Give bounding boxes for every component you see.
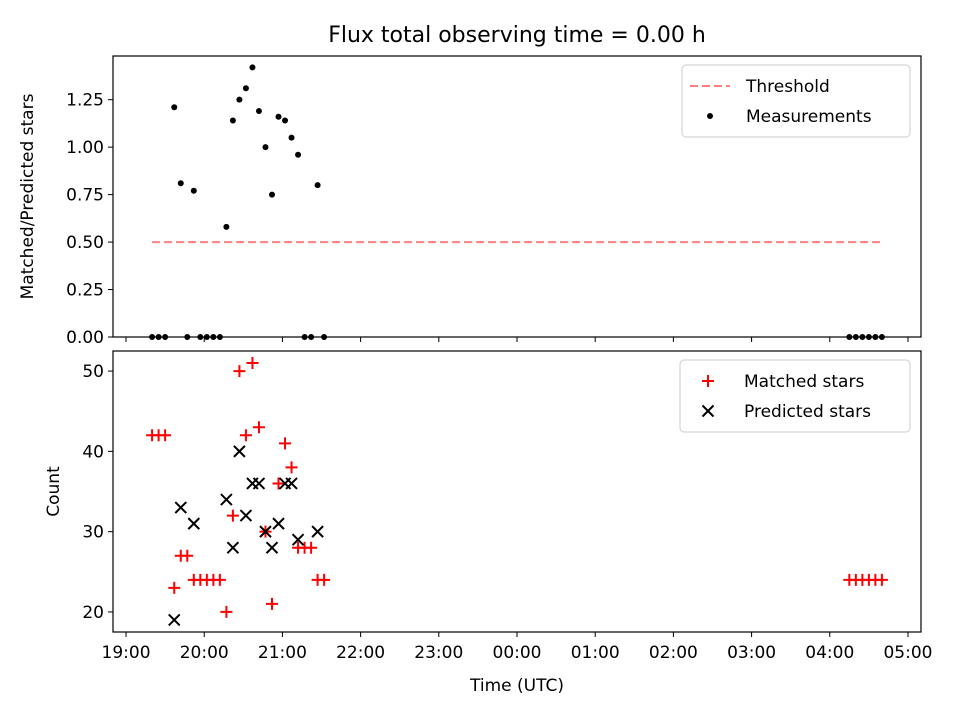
matched-star-point — [239, 429, 252, 442]
axes-frame — [112, 350, 922, 633]
predicted-star-point — [265, 541, 279, 554]
predicted-star-point — [220, 493, 233, 506]
y-tick-label: 0.75 — [66, 186, 104, 206]
matched-star-point — [246, 357, 259, 370]
measurement-point — [295, 151, 302, 158]
legend-label: Predicted stars — [744, 402, 871, 422]
y-tick-label: 30 — [82, 523, 104, 543]
y-axis-label: Count — [44, 466, 64, 517]
matched-star-point — [233, 365, 246, 378]
matched-star-point — [181, 549, 194, 562]
y-tick-label: 50 — [82, 362, 104, 382]
y-tick-label: 20 — [82, 603, 104, 623]
x-tick-label: 05:00 — [883, 643, 932, 663]
predicted-star-point — [311, 525, 324, 538]
matched-star-point — [168, 581, 181, 594]
x-tick-label: 20:00 — [180, 643, 229, 663]
predicted-star-point — [285, 477, 298, 490]
measurement-point — [229, 117, 236, 124]
bottom-axes: 19:00 20:00 21:00 22:00 23:00 00:00 01:00 02:00… — [44, 350, 932, 696]
x-tick-label: 04:00 — [805, 643, 854, 663]
legend-label: Measurements — [746, 107, 872, 127]
predicted-star-point — [174, 501, 187, 514]
x-tick-label: 03:00 — [727, 643, 776, 663]
y-tick-label: 40 — [82, 442, 104, 462]
measurement-point — [177, 180, 184, 187]
top-axes: 0.00 0.25 0.50 0.75 1.00 1.25 Matched/Predicte… — [18, 55, 922, 348]
legend-box — [679, 359, 911, 433]
measurement-point — [190, 187, 197, 194]
matched-star-point — [285, 461, 298, 474]
x-tick-label: 22:00 — [336, 643, 385, 663]
matched-star-point — [318, 573, 331, 586]
measurement-point — [242, 85, 249, 92]
matched-star-point — [272, 477, 285, 490]
measurement-point — [288, 134, 295, 141]
measurement-point — [171, 104, 178, 111]
matched-star-point — [220, 605, 233, 618]
axes-frame — [112, 55, 922, 338]
legend-matched-swatch — [702, 375, 714, 387]
predicted-star-point — [233, 445, 246, 458]
predicted-star-point — [252, 477, 266, 490]
x-tick-label: 19:00 — [102, 643, 151, 663]
matched-star-point — [213, 573, 226, 586]
legend-measurement-swatch — [707, 113, 713, 119]
matched-star-point — [305, 541, 318, 554]
y-tick-label: 0.00 — [66, 328, 104, 348]
predicted-star-point — [291, 533, 305, 546]
legend-label: Threshold — [745, 77, 830, 97]
measurement-point — [223, 223, 230, 230]
y-tick-label: 1.00 — [66, 138, 104, 158]
y-tick-label: 1.25 — [66, 91, 104, 111]
legend-label: Matched stars — [744, 372, 864, 392]
matched-star-point — [252, 421, 265, 434]
measurement-point — [275, 113, 282, 120]
x-axis-label: Time (UTC) — [469, 676, 564, 696]
legend-box — [681, 64, 911, 138]
matched-star-point — [159, 429, 172, 442]
y-tick-label: 0.25 — [66, 281, 104, 301]
predicted-star-point — [168, 613, 181, 627]
predicted-star-point — [187, 517, 201, 530]
measurement-point — [262, 144, 269, 151]
measurement-point — [282, 117, 289, 124]
x-tick-label: 21:00 — [258, 643, 307, 663]
matched-star-point — [265, 597, 278, 610]
matched-star-point — [226, 509, 239, 522]
x-tick-label: 02:00 — [649, 643, 698, 663]
figure-title: Flux total observing time = 0.00 h — [328, 23, 706, 48]
x-tick-label: 00:00 — [493, 643, 542, 663]
predicted-star-point — [226, 541, 240, 554]
y-tick-label: 0.50 — [66, 233, 104, 253]
measurement-point — [255, 108, 262, 115]
matched-star-point — [279, 437, 292, 450]
measurement-point — [236, 96, 243, 103]
y-axis-label: Matched/Predicted stars — [18, 93, 38, 299]
predicted-star-point — [272, 517, 285, 530]
measurement-point — [314, 182, 321, 189]
legend-predicted-swatch — [701, 404, 715, 418]
predicted-star-point — [259, 525, 272, 538]
predicted-star-point — [239, 509, 253, 522]
measurement-point — [249, 64, 256, 71]
x-tick-label: 01:00 — [571, 643, 620, 663]
measurement-point — [268, 191, 275, 198]
x-tick-label: 23:00 — [414, 643, 463, 663]
matched-star-point — [875, 573, 888, 586]
